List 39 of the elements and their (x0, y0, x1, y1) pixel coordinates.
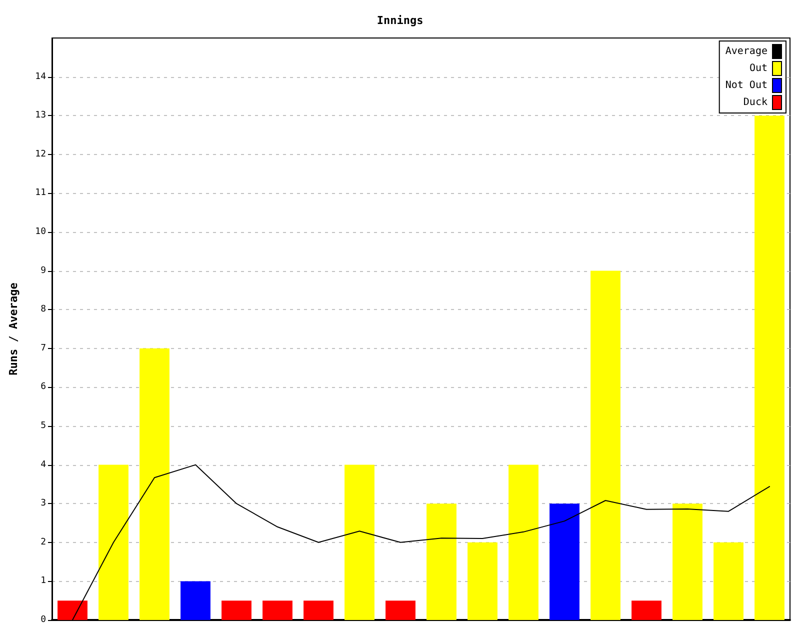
bar (426, 504, 456, 620)
y-axis-title: Runs / Average (7, 282, 20, 376)
y-tick-label: 8 (40, 304, 46, 315)
y-tick-label: 7 (40, 343, 46, 354)
bar (344, 464, 374, 620)
bar (98, 464, 128, 620)
bar (222, 600, 252, 620)
y-tick-label: 9 (40, 266, 46, 276)
bar (632, 600, 662, 620)
bar (754, 116, 784, 620)
bar (262, 600, 292, 620)
chart-title: Innings (376, 14, 424, 27)
y-tick-label: 2 (40, 537, 46, 548)
y-tick-label: 0 (40, 615, 46, 625)
y-tick-label: 6 (40, 382, 46, 392)
bar (386, 600, 416, 620)
bar (714, 542, 744, 620)
y-tick-label: 4 (40, 460, 46, 470)
legend-label: Duck (743, 97, 768, 108)
y-tick-label: 12 (35, 149, 46, 160)
y-tick-label: 1 (40, 576, 46, 586)
y-tick-label: 14 (35, 72, 46, 82)
legend-label: Not Out (725, 80, 768, 91)
legend-label: Average (725, 46, 768, 57)
bar (672, 504, 702, 620)
bar (58, 600, 88, 620)
bar (304, 600, 334, 620)
bar (508, 464, 538, 620)
legend-label: Out (749, 63, 768, 74)
bar (140, 348, 170, 620)
y-tick-label: 10 (35, 227, 46, 237)
bar (468, 542, 498, 620)
y-tick-label: 11 (35, 188, 46, 198)
y-tick-label: 13 (35, 110, 46, 121)
y-tick-label: 5 (40, 421, 46, 431)
bar (180, 581, 210, 620)
bar (550, 504, 580, 620)
bar (590, 270, 620, 620)
y-tick-label: 3 (40, 498, 46, 509)
